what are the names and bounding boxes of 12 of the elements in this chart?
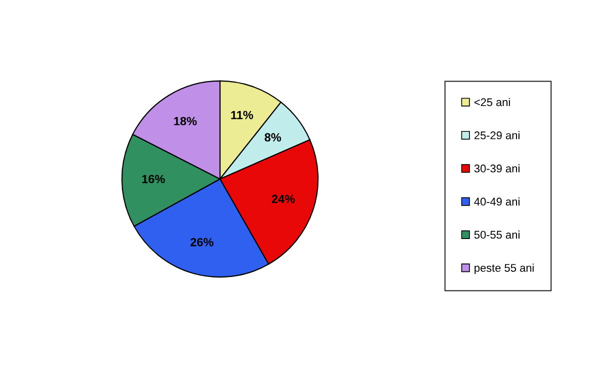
legend-label: 40-49 ani: [474, 197, 520, 206]
legend-label: 50-55 ani: [474, 230, 520, 239]
legend-label: <25 ani: [474, 98, 510, 106]
data-label: 18%: [174, 116, 197, 126]
data-label: 24%: [272, 194, 295, 204]
legend-label: 25-29 ani: [474, 131, 520, 140]
data-label: 26%: [190, 238, 214, 246]
legend-label: 30-39 ani: [474, 164, 520, 172]
data-label: 16%: [142, 174, 165, 184]
data-label: 8%: [264, 133, 282, 142]
legend-label: peste 55 ani: [474, 264, 534, 274]
data-label: 11%: [231, 110, 254, 120]
